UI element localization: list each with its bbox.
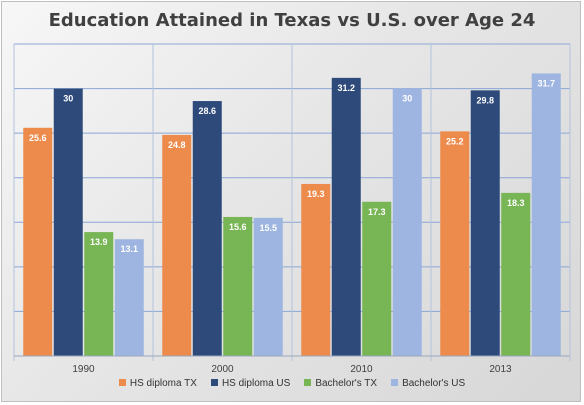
data-label: 24.8 [168,140,186,150]
legend-swatch [304,378,312,386]
bar [501,192,531,356]
bar [162,134,192,356]
legend-item: Bachelor's TX [304,378,377,389]
data-label: 28.6 [198,106,216,116]
data-label: 15.6 [229,222,247,232]
data-label: 17.3 [368,207,386,217]
bar [192,101,222,357]
legend-item: HS diploma US [210,378,291,389]
legend-label: Bachelor's US [402,378,466,389]
x-tick-label: 2000 [211,364,234,375]
data-label: 30 [63,94,73,104]
bar [53,88,83,357]
bar [114,239,144,356]
data-label: 15.5 [259,223,277,233]
data-label: 18.3 [507,198,525,208]
data-label: 25.6 [29,133,47,143]
data-label: 25.2 [446,136,464,146]
bar [440,131,470,356]
bar [253,217,283,356]
legend-swatch [210,378,218,386]
data-label: 13.1 [120,244,138,254]
bar [23,127,53,357]
x-tick-label: 1990 [72,364,95,375]
data-label: 29.8 [476,95,494,105]
legend-swatch [118,378,126,386]
bar [470,90,500,357]
bar [84,232,114,356]
data-label: 31.2 [337,83,355,93]
bar [301,183,331,356]
bar [223,216,253,356]
data-label: 13.9 [90,237,108,247]
bar [362,201,392,356]
legend-swatch [391,378,399,386]
legend-label: HS diploma US [221,378,291,389]
bar [331,77,361,357]
legend-label: HS diploma TX [129,378,197,389]
x-tick-label: 2010 [350,364,373,375]
legend: HS diploma TX HS diploma US Bachelor's TX B… [2,378,582,389]
legend-item: HS diploma TX [118,378,197,389]
data-label: 31.7 [537,78,555,88]
data-label: 30 [402,94,412,104]
bar [392,88,422,357]
legend-item: Bachelor's US [391,378,465,389]
x-tick-label: 2013 [489,364,512,375]
chart-title: Education Attained in Texas vs U.S. over… [48,10,536,31]
data-label: 19.3 [307,189,325,199]
legend-label: Bachelor's TX [315,378,378,389]
bar [531,73,561,356]
